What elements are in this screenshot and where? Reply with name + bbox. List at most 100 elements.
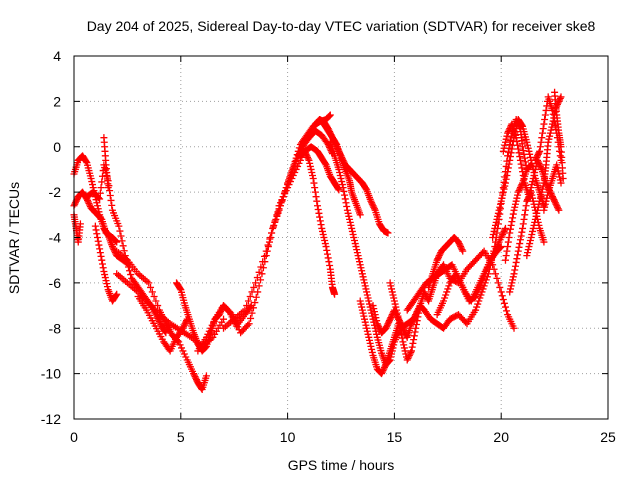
data-point xyxy=(522,202,530,210)
data-point xyxy=(444,285,452,293)
x-tick-label: 15 xyxy=(387,429,403,445)
data-point xyxy=(406,350,414,358)
data-point xyxy=(155,316,163,324)
data-point xyxy=(519,143,527,151)
data-point xyxy=(320,234,328,241)
chart-title: Day 204 of 2025, Sidereal Day-to-day VTE… xyxy=(87,18,596,34)
data-point xyxy=(210,318,218,326)
data-point xyxy=(492,221,500,229)
data-point xyxy=(247,314,255,322)
data-point xyxy=(71,200,79,208)
data-point xyxy=(307,165,315,173)
data-point xyxy=(412,320,420,328)
data-point xyxy=(321,240,329,248)
data-point xyxy=(356,297,364,305)
data-point xyxy=(499,296,507,304)
data-point xyxy=(494,279,502,287)
data-point xyxy=(375,323,383,331)
data-point xyxy=(306,162,314,170)
data-point xyxy=(499,147,507,155)
data-point xyxy=(373,320,381,328)
x-tick-label: 5 xyxy=(177,429,185,445)
data-point xyxy=(511,266,519,274)
data-point xyxy=(396,323,404,331)
data-point xyxy=(380,364,388,372)
data-point xyxy=(364,294,372,302)
data-point xyxy=(557,179,565,187)
data-point xyxy=(399,338,407,346)
data-point xyxy=(496,203,504,211)
data-point xyxy=(530,221,538,229)
data-point xyxy=(550,196,558,204)
data-point xyxy=(360,279,368,287)
data-point xyxy=(363,327,371,335)
data-point xyxy=(383,321,391,329)
data-point xyxy=(484,270,492,278)
data-point xyxy=(528,181,536,189)
data-point xyxy=(182,318,190,326)
data-point xyxy=(266,235,274,243)
data-point xyxy=(368,199,376,207)
data-point xyxy=(506,156,514,164)
data-point xyxy=(531,165,539,173)
data-point xyxy=(227,309,235,317)
data-point xyxy=(553,161,561,169)
data-point xyxy=(501,179,509,187)
data-point xyxy=(488,256,496,264)
data-point xyxy=(309,175,317,183)
data-point xyxy=(348,227,356,235)
y-tick-labels: -12 -10 -8 -6 -4 -2 0 2 4 xyxy=(41,48,61,427)
data-point xyxy=(517,232,525,240)
data-point xyxy=(511,203,519,211)
data-point xyxy=(514,141,522,149)
data-point xyxy=(385,318,393,326)
data-point xyxy=(415,309,423,317)
data-point xyxy=(518,228,526,236)
data-point xyxy=(508,279,516,287)
data-point xyxy=(82,157,90,165)
data-point xyxy=(248,309,256,317)
data-point xyxy=(543,194,551,202)
data-point xyxy=(529,224,537,232)
data-point xyxy=(549,110,557,118)
data-point xyxy=(145,279,153,287)
x-tick-label: 20 xyxy=(493,429,509,445)
data-point xyxy=(436,250,444,258)
data-point xyxy=(523,138,531,146)
data-point xyxy=(127,271,135,279)
data-point xyxy=(368,348,376,356)
data-point xyxy=(556,173,564,181)
data-point xyxy=(524,246,532,254)
data-point xyxy=(500,299,508,307)
y-tick-label: -2 xyxy=(49,184,62,200)
data-point xyxy=(441,294,449,302)
data-point xyxy=(541,111,549,119)
data-point xyxy=(407,348,415,356)
data-point xyxy=(397,320,405,328)
data-point xyxy=(407,320,415,328)
data-point xyxy=(311,184,319,192)
data-point xyxy=(341,195,349,203)
data-point xyxy=(526,190,534,198)
data-point xyxy=(491,243,499,251)
data-point xyxy=(504,243,512,251)
data-point xyxy=(503,307,511,315)
data-point xyxy=(528,230,536,238)
data-point xyxy=(241,306,249,314)
data-point xyxy=(248,288,256,296)
data-point xyxy=(389,291,397,299)
data-point xyxy=(89,181,97,189)
data-point xyxy=(356,258,364,266)
data-point xyxy=(395,319,403,327)
data-point xyxy=(457,244,465,252)
data-point xyxy=(472,306,480,314)
data-point xyxy=(97,252,105,260)
data-point xyxy=(556,94,564,102)
data-point xyxy=(348,224,356,232)
data-point xyxy=(398,334,406,342)
data-point xyxy=(509,210,517,218)
data-point xyxy=(532,155,540,163)
data-point xyxy=(547,126,555,134)
data-point xyxy=(368,200,376,208)
